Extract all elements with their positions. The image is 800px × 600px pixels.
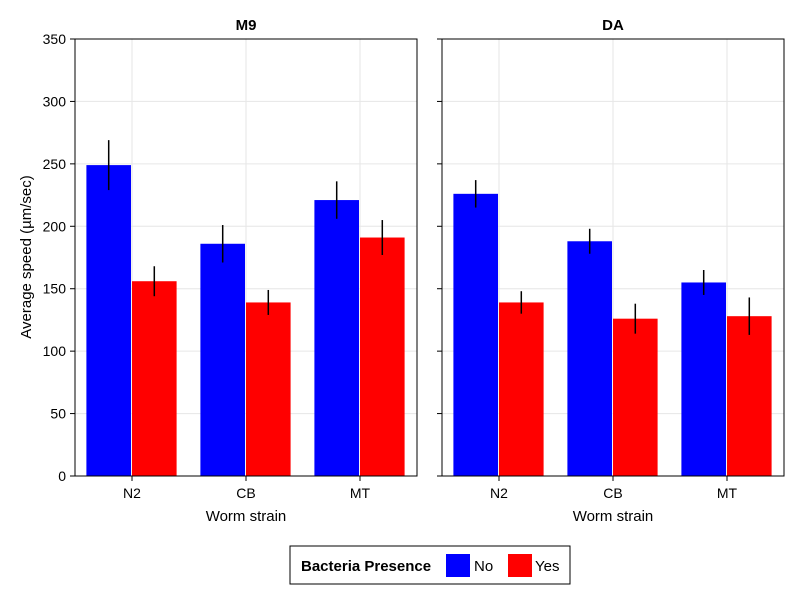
panel-title: DA	[602, 17, 624, 34]
y-tick-label: 50	[50, 406, 66, 422]
y-tick-label: 350	[43, 31, 67, 47]
bar	[314, 200, 359, 476]
bar	[567, 241, 612, 476]
x-tick-label: N2	[490, 485, 508, 501]
bar	[613, 318, 658, 476]
y-tick-label: 200	[43, 218, 67, 234]
x-tick-label: CB	[603, 485, 622, 501]
bar	[246, 302, 291, 476]
x-tick-label: MT	[350, 485, 371, 501]
bar	[727, 316, 772, 476]
y-tick-label: 100	[43, 343, 67, 359]
y-tick-label: 300	[43, 93, 67, 109]
legend-title: Bacteria Presence	[301, 558, 431, 575]
x-tick-label: CB	[236, 485, 255, 501]
y-axis-label: Average speed (µm/sec)	[18, 175, 35, 338]
panel-title: M9	[236, 17, 257, 34]
panel-1: N2 CB MT Worm strain DA	[437, 17, 785, 525]
legend-label-yes: Yes	[535, 558, 559, 575]
y-tick-label: 250	[43, 156, 67, 172]
legend: Bacteria Presence No Yes	[289, 545, 571, 585]
legend-swatch-yes	[508, 554, 532, 577]
bar	[499, 302, 544, 476]
legend-swatch-no	[446, 554, 470, 577]
bar	[86, 165, 131, 476]
y-tick-label: 150	[43, 281, 67, 297]
legend-label-no: No	[474, 558, 493, 575]
bar	[132, 281, 177, 476]
panels-layer: N2 CB MT Worm strain M9 0 50 100 150 200 250 300 350…	[43, 17, 785, 525]
x-axis-label: Worm strain	[573, 508, 654, 525]
x-tick-label: MT	[717, 485, 738, 501]
x-tick-label: N2	[123, 485, 141, 501]
bar	[681, 282, 726, 476]
bar	[453, 193, 498, 476]
y-tick-label: 0	[58, 468, 66, 484]
panel-0: N2 CB MT Worm strain M9 0 50 100 150 200 250 300 350	[43, 17, 418, 525]
bar	[360, 237, 405, 476]
x-axis-label: Worm strain	[206, 508, 287, 525]
bar	[200, 243, 245, 476]
